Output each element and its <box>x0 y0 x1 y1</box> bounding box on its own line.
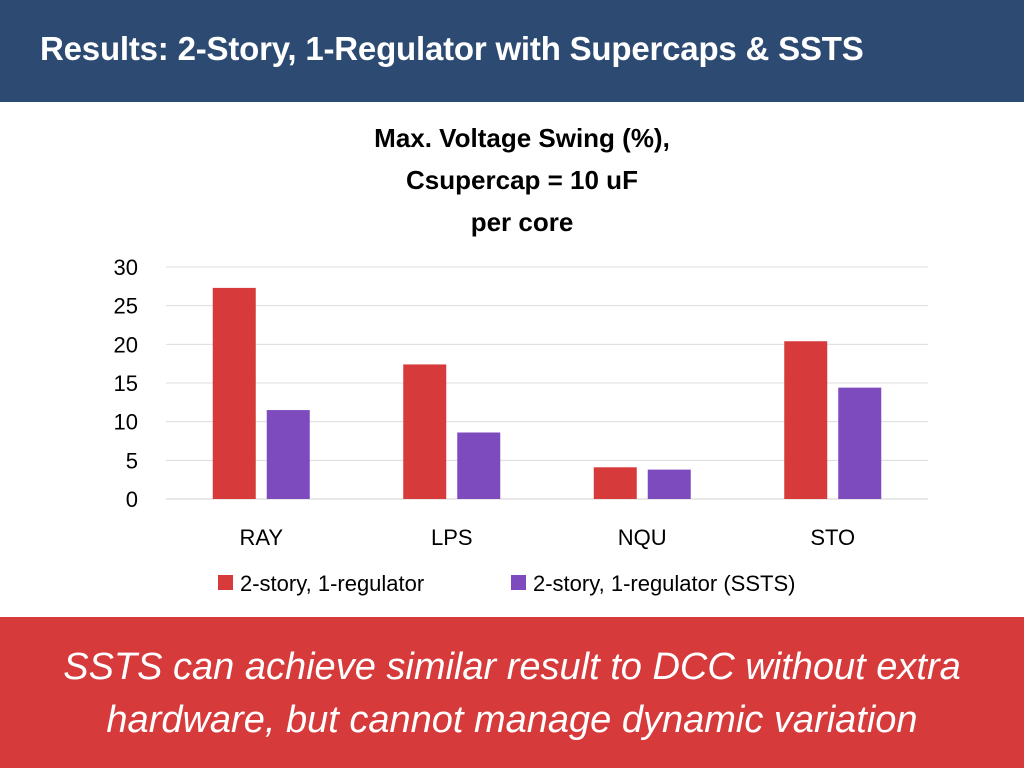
slide-title: Results: 2-Story, 1-Regulator with Super… <box>40 30 864 67</box>
bar-nqu-series-1 <box>593 467 637 499</box>
y-tick-label: 25 <box>114 294 138 319</box>
bar-ray-series-2 <box>266 410 310 499</box>
conclusion-text: SSTS can achieve similar result to DCC w… <box>0 641 1024 747</box>
legend-swatch-series-2 <box>511 575 526 590</box>
y-tick-label: 15 <box>114 371 138 396</box>
chart-title-line-1: Max. Voltage Swing (%), <box>374 123 670 153</box>
chart-title: Max. Voltage Swing (%), Csupercap = 10 uF… <box>374 123 670 237</box>
legend-label-series-2: 2-story, 1-regulator (SSTS) <box>533 571 795 596</box>
y-tick-label: 5 <box>126 448 138 473</box>
bar-chart: Max. Voltage Swing (%), Csupercap = 10 uF… <box>114 123 928 596</box>
y-tick-label: 10 <box>114 410 138 435</box>
bar-nqu-series-2 <box>647 469 691 499</box>
x-tick-label-ray: RAY <box>239 525 283 550</box>
bar-lps-series-1 <box>403 364 447 499</box>
bar-sto-series-2 <box>838 387 882 499</box>
bar-sto-series-1 <box>784 341 828 499</box>
x-tick-label-nqu: NQU <box>618 525 667 550</box>
bar-lps-series-2 <box>457 432 501 499</box>
legend-swatch-series-1 <box>218 575 233 590</box>
x-axis-tick-labels: RAY LPS NQU STO <box>239 525 855 550</box>
y-tick-label: 0 <box>126 487 138 512</box>
chart-title-line-2: Csupercap = 10 uF <box>406 165 638 195</box>
conclusion-line-2: hardware, but cannot manage dynamic vari… <box>106 699 918 741</box>
bar-ray-series-1 <box>212 287 256 499</box>
y-tick-label: 30 <box>114 255 138 280</box>
slide-header: Results: 2-Story, 1-Regulator with Super… <box>0 0 1024 102</box>
chart-area: Max. Voltage Swing (%), Csupercap = 10 uF… <box>0 102 1024 616</box>
chart-title-line-3: per core <box>471 207 574 237</box>
conclusion-banner: SSTS can achieve similar result to DCC w… <box>0 617 1024 768</box>
y-axis-tick-labels: 0 5 10 15 20 25 30 <box>114 255 138 512</box>
legend: 2-story, 1-regulator 2-story, 1-regulator… <box>218 571 795 596</box>
legend-label-series-1: 2-story, 1-regulator <box>240 571 424 596</box>
bars <box>212 287 882 499</box>
conclusion-line-1: SSTS can achieve similar result to DCC w… <box>63 646 961 688</box>
x-tick-label-sto: STO <box>810 525 855 550</box>
y-tick-label: 20 <box>114 332 138 357</box>
x-tick-label-lps: LPS <box>431 525 473 550</box>
